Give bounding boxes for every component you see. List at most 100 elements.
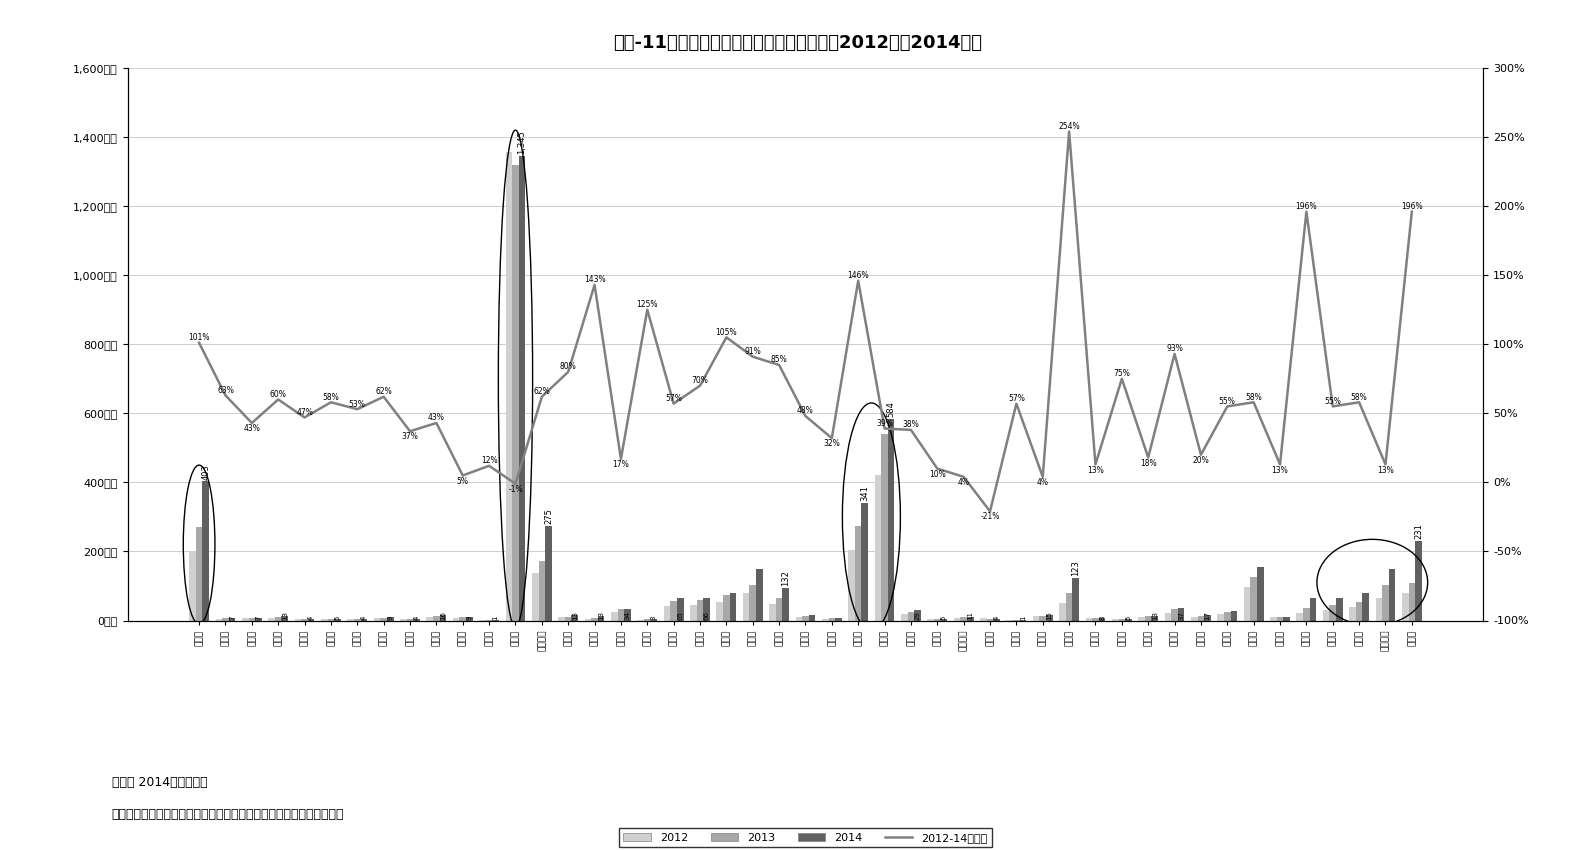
Text: 1,345: 1,345 [517,131,526,155]
Bar [1124,619,1132,620]
Bar [1145,616,1152,620]
Text: 57%: 57% [665,394,683,403]
Bar [908,612,914,620]
Bar [466,617,472,620]
Bar [459,617,466,620]
Bar [1362,593,1369,620]
Bar [624,609,630,620]
Bar [196,527,203,620]
Text: 1: 1 [493,615,499,620]
Bar [388,617,394,620]
Bar [1297,613,1303,620]
Bar [506,152,512,620]
Bar [518,156,525,620]
Bar [598,616,605,620]
Bar [249,618,255,620]
Text: 403: 403 [201,464,211,479]
Text: 60%: 60% [270,390,287,399]
Text: 7: 7 [230,615,234,620]
Bar [1309,598,1316,620]
Bar [874,475,882,620]
Bar [941,619,947,620]
Text: 38%: 38% [903,420,919,429]
Text: 58%: 58% [1351,393,1367,401]
Bar [1099,618,1105,620]
Bar [1152,616,1158,620]
Bar [716,602,723,620]
Text: 13%: 13% [1271,466,1289,474]
Bar [1408,582,1415,620]
Bar [769,604,775,620]
Bar [611,611,617,620]
Text: 37%: 37% [402,433,418,441]
Bar [539,561,545,620]
Text: 図表-11：都道府県別外国人延べ宿泊者数（2012年～2014年）: 図表-11：都道府県別外国人延べ宿泊者数（2012年～2014年） [612,34,983,52]
Bar [1402,593,1408,620]
Bar [1198,616,1204,620]
Bar [1040,615,1046,620]
Bar [809,615,815,620]
Text: 18%: 18% [1140,459,1156,468]
Bar [855,526,861,620]
Bar [914,610,920,620]
Text: 7: 7 [255,615,262,620]
Text: 132: 132 [782,570,790,586]
Text: 123: 123 [1072,560,1080,576]
Bar [215,619,222,620]
Text: 12%: 12% [480,456,498,465]
Text: 5: 5 [941,615,947,620]
Text: 57%: 57% [1008,394,1026,403]
Text: 13: 13 [571,611,577,620]
Text: 5: 5 [1126,615,1131,620]
Text: 62%: 62% [375,387,392,396]
Text: 53%: 53% [349,400,365,409]
Bar [592,618,598,620]
Bar [861,502,868,620]
Text: 16: 16 [440,611,447,620]
Text: 62%: 62% [533,387,550,396]
Bar [453,618,459,620]
Bar [1356,602,1362,620]
Bar [935,619,941,620]
Text: 58%: 58% [1246,393,1262,401]
Bar [723,595,729,620]
Bar [1375,598,1383,620]
Bar [1415,541,1421,620]
Text: 55%: 55% [1219,397,1236,405]
Bar [994,619,1000,620]
Text: 101%: 101% [188,333,211,342]
Text: 17%: 17% [612,460,630,469]
Bar [440,615,447,620]
Bar [783,588,790,620]
Bar [1284,617,1290,620]
Bar [828,619,836,620]
Text: （出所）観光庁「宿泊旅行統計」に基づきニッセイ基礎研究所が作成: （出所）観光庁「宿泊旅行統計」に基づきニッセイ基礎研究所が作成 [112,808,345,821]
Bar [1086,618,1093,620]
Bar [1383,585,1389,620]
Bar [697,600,703,620]
Text: 34: 34 [625,611,630,620]
Bar [1072,578,1078,620]
Text: 105%: 105% [716,328,737,337]
Bar [426,617,434,620]
Bar [565,617,571,620]
Text: 5%: 5% [456,477,469,485]
Bar [1204,615,1211,620]
Bar [281,616,289,620]
Text: 93%: 93% [1166,344,1183,354]
Bar [228,618,236,620]
Bar [1270,617,1276,620]
Bar [1171,609,1177,620]
Bar [585,619,592,620]
Text: 91%: 91% [745,347,761,356]
Bar [967,617,973,620]
Bar [222,619,228,620]
Text: 8: 8 [1099,615,1105,620]
Bar [802,616,809,620]
Text: 143%: 143% [584,275,606,284]
Bar [1337,598,1343,620]
Text: 32%: 32% [823,439,841,448]
Bar [190,552,196,620]
Bar [849,551,855,620]
Text: 47%: 47% [297,408,313,416]
